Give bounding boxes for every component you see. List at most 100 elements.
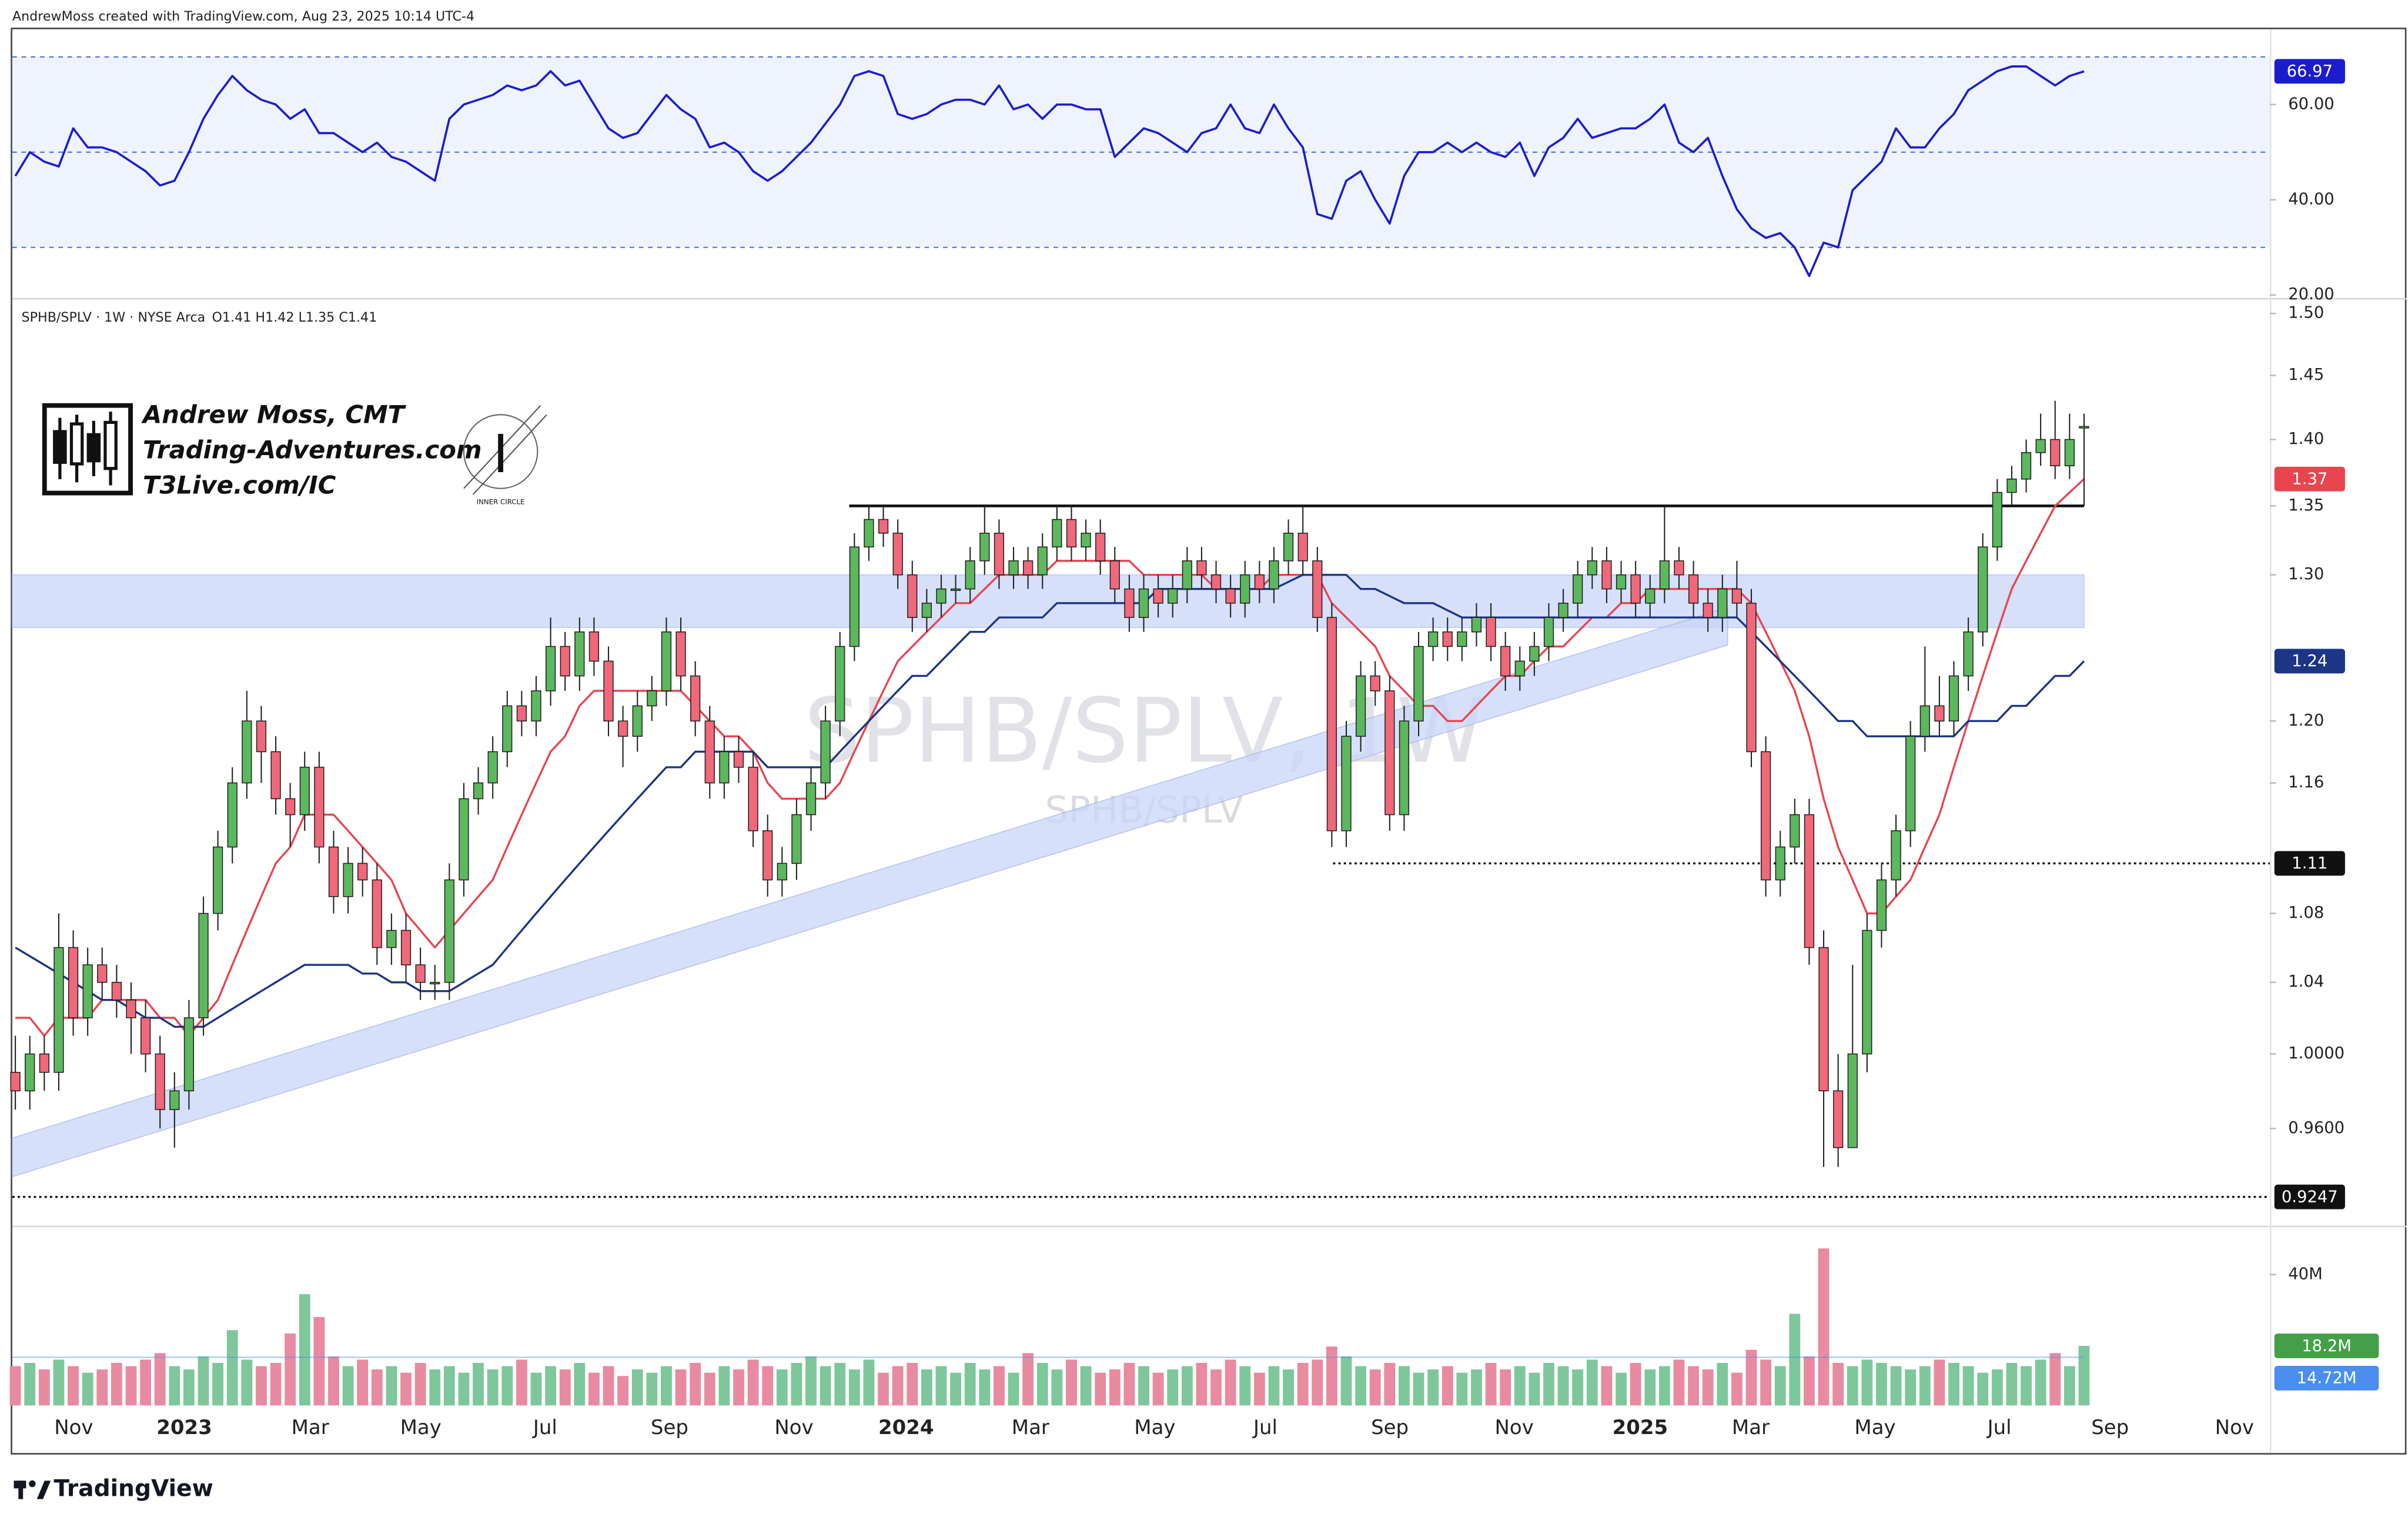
volume-bar	[878, 1372, 889, 1406]
volume-bar	[1167, 1369, 1179, 1406]
volume-bar	[907, 1363, 918, 1406]
volume-bar	[1109, 1369, 1121, 1406]
volume-bar	[1008, 1372, 1019, 1406]
candle-body	[835, 646, 845, 722]
candle-body	[213, 846, 223, 914]
candle-body	[1312, 560, 1323, 618]
volume-bar	[1051, 1369, 1063, 1406]
candle-body	[2064, 439, 2075, 466]
candle-body	[1341, 736, 1352, 831]
volume-bar	[1384, 1363, 1396, 1406]
candle-body	[1862, 930, 1872, 1055]
level-tag: 0.9247	[2282, 1188, 2338, 1206]
volume-bar	[1152, 1372, 1164, 1406]
volume-bar	[603, 1366, 614, 1406]
support-zone	[12, 574, 2085, 629]
volume-bar	[386, 1366, 397, 1406]
volume-bar	[935, 1366, 947, 1406]
y-tick-label: 1.35	[2288, 496, 2324, 514]
candle-body	[328, 846, 339, 897]
x-tick-label: 2023	[156, 1416, 212, 1439]
brand-line: T3Live.com/IC	[143, 471, 336, 500]
volume-average-tag-box	[2274, 1366, 2379, 1391]
candle-body	[1182, 560, 1192, 590]
volume-bar	[776, 1369, 788, 1406]
candle-body	[849, 546, 859, 647]
volume-bar	[964, 1363, 976, 1406]
candle-body	[1674, 560, 1684, 576]
volume-bar	[111, 1363, 122, 1406]
volume-bar	[1919, 1366, 1931, 1406]
candle-body	[2050, 439, 2061, 466]
volume-bar	[704, 1372, 715, 1406]
candle-body	[1760, 751, 1771, 881]
volume-bar	[1485, 1363, 1497, 1406]
volume-bar	[371, 1369, 383, 1406]
volume-bar	[1297, 1363, 1309, 1406]
volume-bar	[1644, 1369, 1656, 1406]
volume-bar	[400, 1372, 412, 1406]
volume-bar	[1514, 1366, 1526, 1406]
level-tag: 1.11	[2292, 854, 2327, 873]
candle-body	[1326, 617, 1337, 831]
volume-bar	[994, 1366, 1005, 1406]
volume-bar	[1355, 1366, 1367, 1406]
candle-body	[1543, 617, 1554, 647]
x-tick-label: Jul	[1252, 1416, 1277, 1439]
candle-body	[111, 981, 122, 1001]
volume-bar	[2049, 1353, 2061, 1406]
candle-body	[459, 798, 469, 881]
candle-body	[588, 631, 600, 662]
volume-bar	[1832, 1363, 1844, 1406]
volume-bar	[53, 1359, 65, 1406]
level-tag-box	[2274, 1184, 2345, 1209]
x-tick-label: Mar	[1732, 1416, 1770, 1439]
candle-body	[1081, 533, 1091, 548]
candle-body	[1905, 736, 1916, 831]
candle-body	[1168, 588, 1178, 604]
y-tick-label: 1.0000	[2288, 1044, 2345, 1062]
candle-body	[820, 720, 831, 784]
volume-bar	[1818, 1248, 1830, 1406]
candle-body	[1992, 492, 2002, 548]
y-tick-label: 1.30	[2288, 565, 2324, 583]
volume-bar	[848, 1369, 860, 1406]
x-tick-label: Sep	[1371, 1416, 1409, 1439]
volume-bar	[458, 1372, 470, 1406]
candle-body	[1109, 560, 1120, 590]
x-tick-label: Nov	[774, 1416, 813, 1439]
candle-body	[1399, 720, 1410, 816]
candle-body	[748, 767, 758, 831]
volume-bar	[96, 1369, 108, 1406]
badge-stroke	[472, 414, 547, 495]
candle-body	[39, 1053, 49, 1073]
main-layer: 60.00 40.00 20.00 66.97 1.50 1.45 1.40 1.35 1.30…	[9, 59, 2379, 1439]
rsi-tag-box	[2274, 59, 2345, 84]
candle-body	[907, 574, 918, 618]
volume-bar	[429, 1369, 441, 1406]
volume-bar	[979, 1369, 991, 1406]
volume-bar	[1774, 1366, 1786, 1406]
candle-body	[661, 631, 672, 691]
volume-bar	[24, 1363, 36, 1406]
candle-body	[1457, 631, 1467, 647]
footer-logo	[18, 1480, 24, 1499]
candle-body	[415, 964, 426, 983]
candle-body	[632, 705, 643, 737]
volume-bar	[530, 1372, 542, 1406]
candle-body	[1240, 574, 1250, 604]
volume-bar	[588, 1372, 600, 1406]
volume-bar	[1181, 1366, 1193, 1406]
candle-body	[1818, 947, 1829, 1092]
volume-bar	[1095, 1372, 1106, 1406]
candle-body	[574, 631, 585, 677]
x-tick-label: 2024	[878, 1416, 934, 1439]
candle-body	[1153, 588, 1163, 604]
y-tick-label: 60.00	[2288, 95, 2334, 113]
volume-bar	[921, 1369, 932, 1406]
volume-bar	[1847, 1366, 1858, 1406]
volume-bar	[68, 1366, 79, 1406]
volume-bar	[1326, 1346, 1337, 1406]
candle-body	[690, 675, 701, 722]
candle-body	[1717, 588, 1728, 618]
